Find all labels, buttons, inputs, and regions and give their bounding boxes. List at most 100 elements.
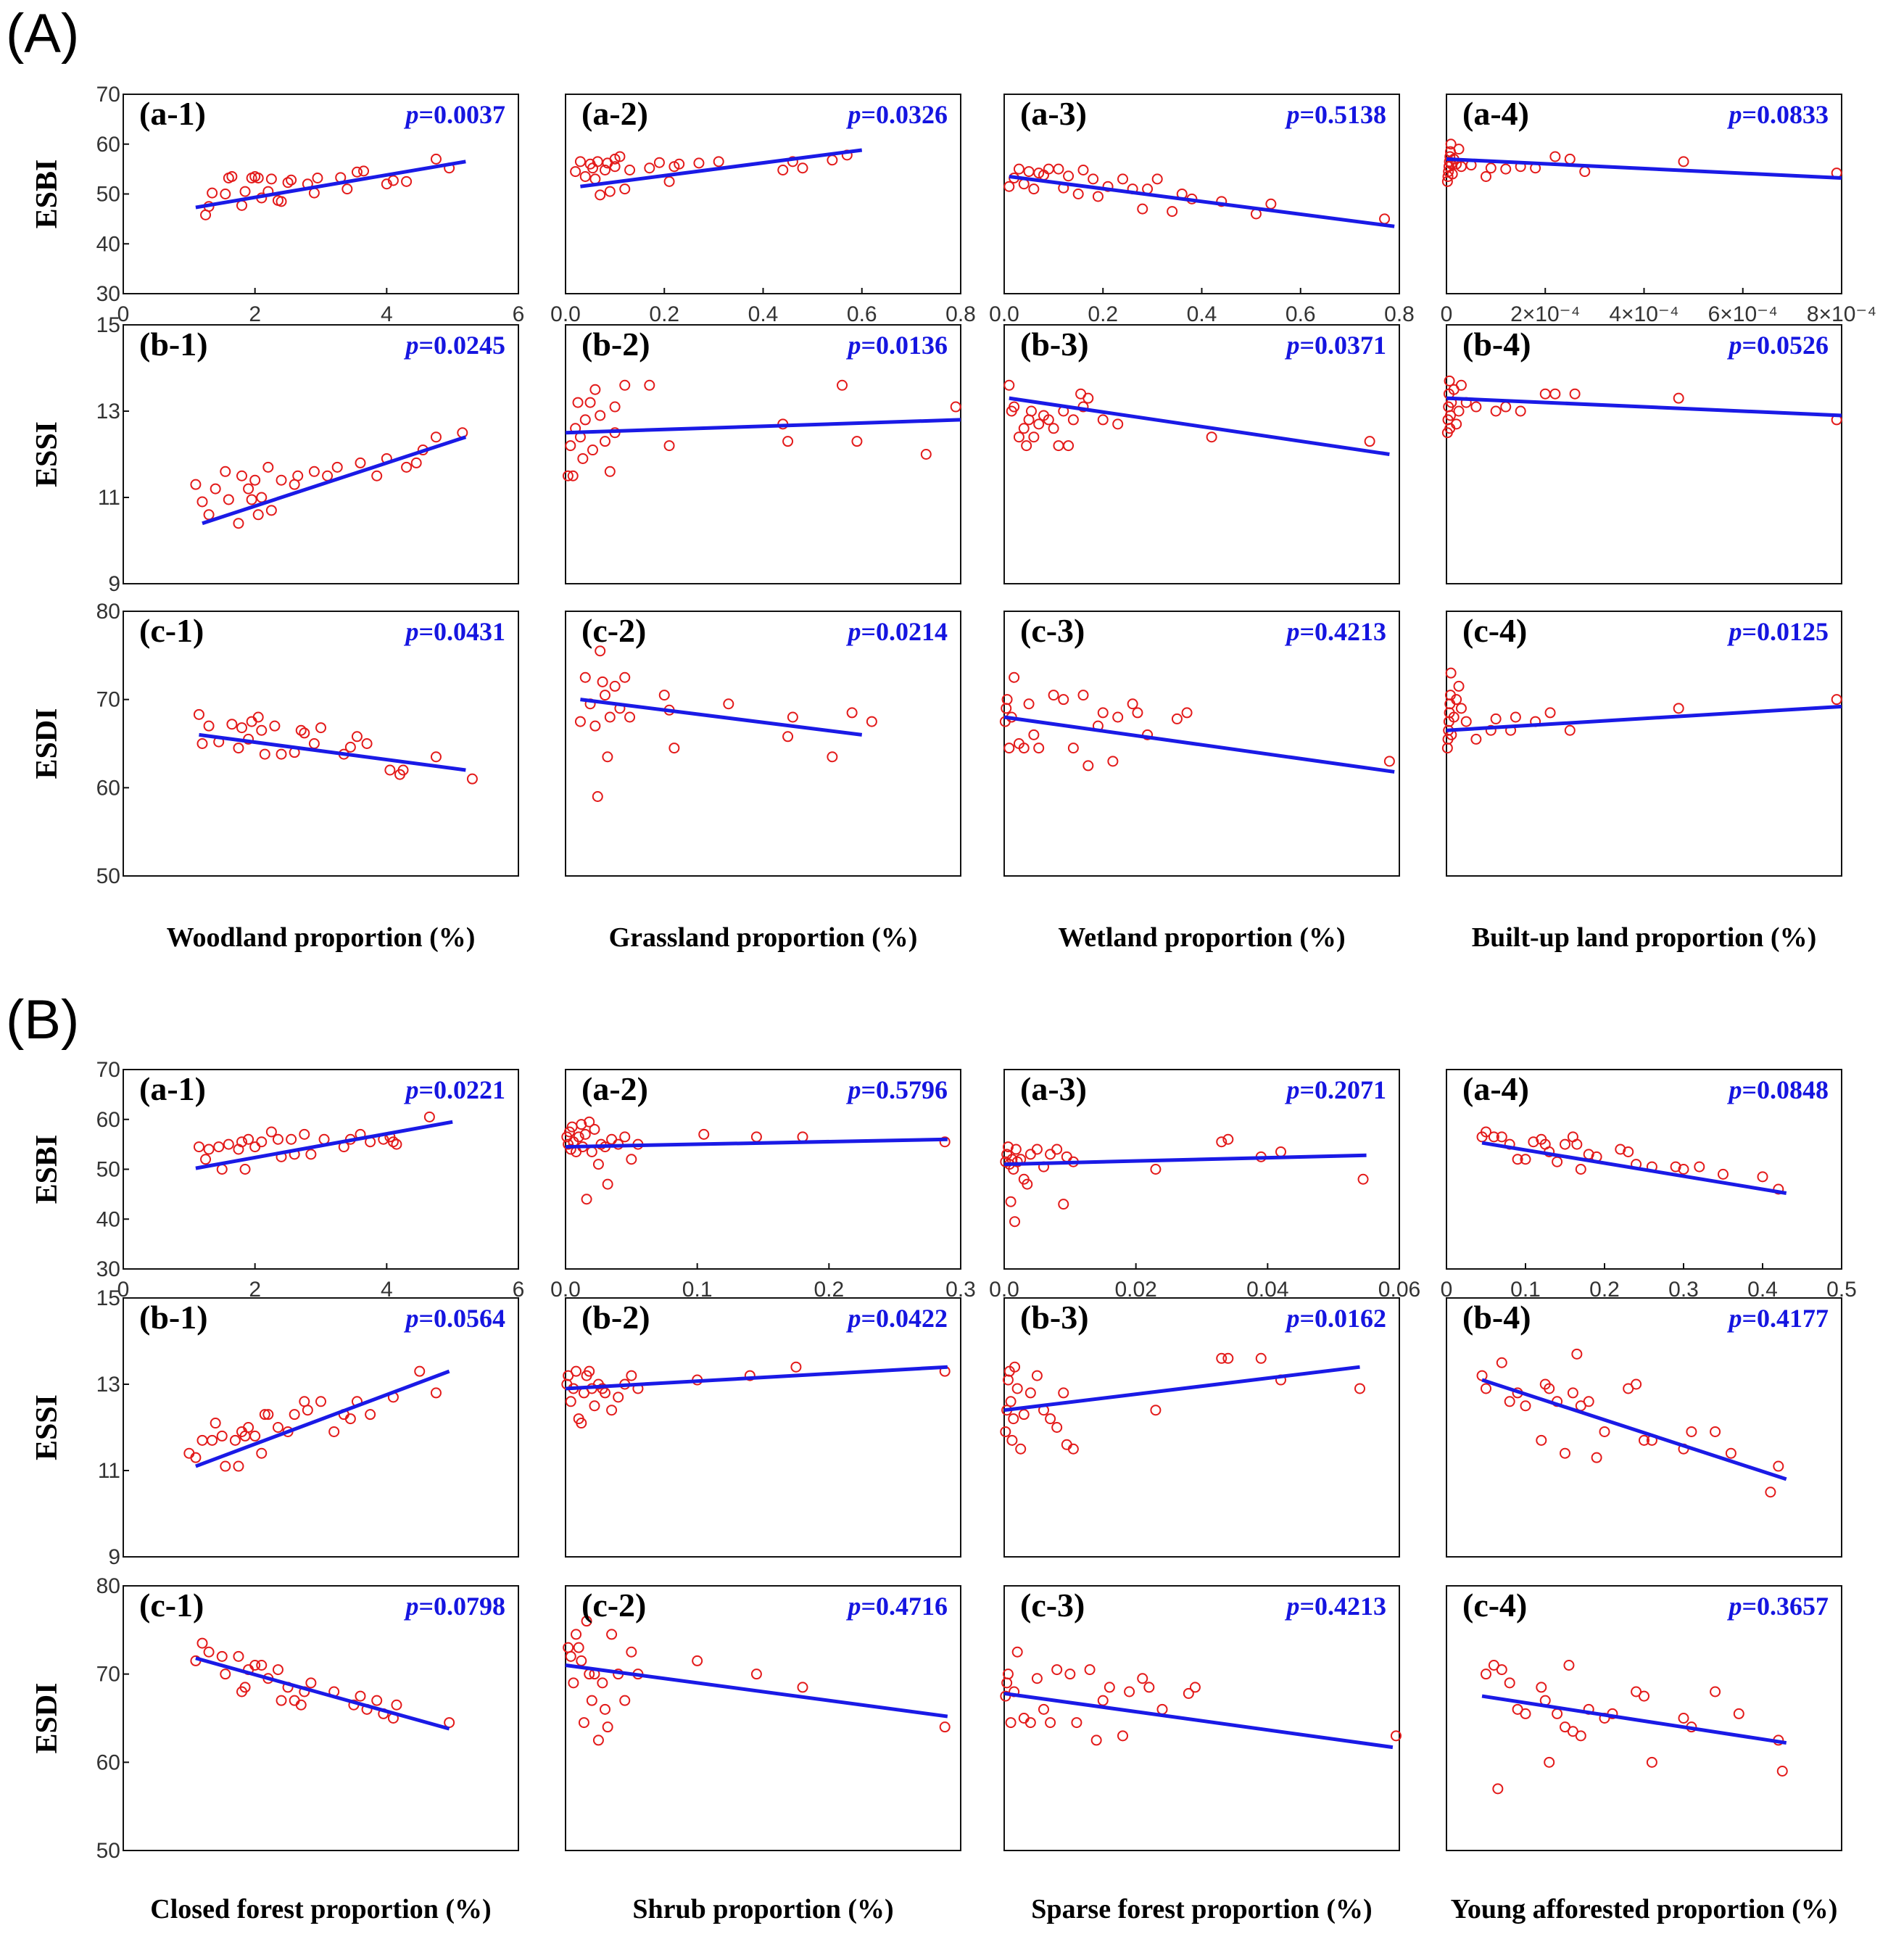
- plot-frame: [1003, 324, 1400, 584]
- x-tick-label: 0.2: [1088, 302, 1118, 326]
- p-value-symbol: p: [1284, 617, 1299, 646]
- data-point: [589, 384, 601, 395]
- fit-line: [1481, 1141, 1787, 1195]
- data-point: [239, 1682, 251, 1693]
- panel-label: (c-3): [1020, 1587, 1085, 1624]
- data-point: [1571, 1348, 1583, 1360]
- x-tick-label: 0: [1441, 302, 1453, 326]
- p-value-symbol: p: [1284, 1075, 1299, 1104]
- data-point: [1631, 1686, 1642, 1698]
- data-point: [226, 719, 238, 730]
- data-point: [663, 440, 675, 452]
- data-point: [361, 738, 373, 749]
- y-axis-label: ESDI: [30, 1682, 64, 1753]
- data-point: [565, 1650, 576, 1662]
- data-point: [1013, 431, 1024, 443]
- data-point: [1005, 1717, 1017, 1729]
- data-point: [565, 440, 576, 452]
- y-tick-label: 15: [96, 1286, 120, 1310]
- data-point: [193, 1141, 204, 1153]
- y-tick-label: 70: [96, 1663, 120, 1687]
- data-point: [1022, 1178, 1033, 1190]
- p-value-number: =0.4213: [1299, 1592, 1386, 1621]
- data-point: [604, 711, 616, 723]
- data-point: [243, 483, 254, 495]
- y-tick-label: 13: [96, 1373, 120, 1397]
- x-tick-label: 6: [513, 302, 525, 326]
- data-point: [355, 1690, 366, 1702]
- p-value-number: =0.0326: [861, 100, 948, 129]
- p-value: p=0.4177: [1726, 1304, 1829, 1333]
- data-point: [624, 165, 636, 175]
- fit-line: [195, 1656, 450, 1731]
- plot-frame: [1446, 1585, 1842, 1851]
- data-point: [1567, 1726, 1578, 1737]
- data-point: [276, 474, 287, 486]
- p-value-number: =0.0422: [861, 1304, 948, 1333]
- plot-frame: [123, 1069, 519, 1270]
- data-point: [609, 161, 621, 173]
- data-point: [1686, 1426, 1697, 1437]
- data-point: [573, 1131, 584, 1143]
- p-value-symbol: p: [1284, 331, 1299, 360]
- data-point: [1222, 1133, 1234, 1145]
- x-axis-label: Wetland proportion (%): [1058, 922, 1345, 953]
- y-axis-label: ESSI: [30, 421, 64, 487]
- data-point: [600, 1703, 610, 1715]
- p-value-number: =0.0136: [861, 331, 948, 360]
- y-tick-label: 9: [108, 1545, 120, 1569]
- data-point: [626, 1646, 637, 1658]
- data-point: [236, 722, 247, 734]
- data-point: [351, 731, 363, 743]
- plot-frame: [565, 1069, 961, 1270]
- data-point: [1003, 181, 1015, 192]
- fit-line: [202, 435, 467, 526]
- data-point: [600, 165, 610, 175]
- plot-frame: [1446, 324, 1842, 584]
- data-point: [1575, 1164, 1586, 1175]
- p-value: p=0.0371: [1284, 331, 1386, 360]
- panel-b-4: (b-4) p=0.4177: [1446, 1297, 1842, 1558]
- data-point: [1028, 729, 1040, 740]
- data-point: [1150, 1405, 1162, 1416]
- data-point: [600, 690, 610, 701]
- data-point: [249, 474, 261, 486]
- p-value-symbol: p: [1726, 331, 1742, 360]
- p-value: p=0.0564: [403, 1304, 505, 1333]
- data-point: [1470, 733, 1482, 745]
- data-point: [1038, 1703, 1049, 1715]
- data-point: [1003, 379, 1015, 391]
- data-point: [1453, 405, 1465, 417]
- p-value: p=0.0526: [1726, 331, 1829, 360]
- p-value: p=0.5796: [845, 1075, 948, 1104]
- data-point: [1097, 1695, 1109, 1706]
- data-point: [193, 708, 204, 720]
- data-point: [384, 764, 396, 776]
- plot-frame: [123, 1585, 519, 1851]
- data-point: [584, 1116, 595, 1128]
- data-point: [1001, 694, 1013, 706]
- data-point: [223, 1138, 234, 1150]
- x-tick-label: 2×10⁻⁴: [1510, 302, 1580, 326]
- data-point: [1354, 1383, 1365, 1394]
- panel-label: (b-3): [1020, 1299, 1089, 1336]
- data-point: [259, 1409, 270, 1421]
- p-value: p=0.4716: [845, 1592, 948, 1621]
- data-point: [576, 1418, 587, 1429]
- data-point: [723, 698, 734, 710]
- panel-label: (a-1): [139, 95, 206, 132]
- data-point: [920, 449, 932, 460]
- y-axis-label: ESBI: [30, 160, 64, 229]
- data-point: [1048, 423, 1059, 434]
- panel-label: (c-1): [139, 612, 204, 649]
- data-point: [210, 1418, 221, 1429]
- data-point: [577, 452, 589, 464]
- data-point: [1009, 401, 1020, 413]
- x-tick-label: 0: [117, 1278, 130, 1302]
- data-point: [604, 186, 616, 197]
- p-value-number: =0.0037: [418, 100, 505, 129]
- data-point: [1064, 1669, 1076, 1680]
- p-value-number: =0.0125: [1742, 617, 1829, 646]
- data-point: [387, 1136, 399, 1148]
